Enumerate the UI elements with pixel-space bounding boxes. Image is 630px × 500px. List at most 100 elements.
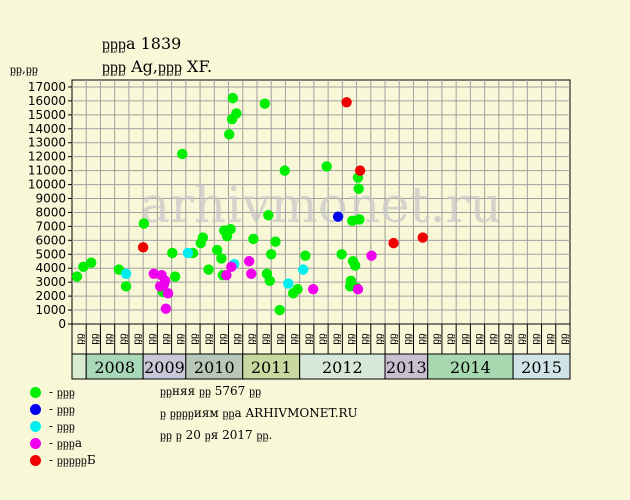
y-tick-label: 15000 (28, 108, 66, 122)
quarter-label: ᶈᶈ (345, 333, 356, 345)
y-tick-label: 13000 (28, 136, 66, 150)
data-point (354, 165, 366, 176)
quarter-label: ᶈᶈ (89, 333, 100, 345)
y-tick-label: 11000 (28, 164, 66, 178)
data-point (216, 253, 227, 264)
year-label: 2012 (322, 358, 363, 377)
legend-item: - ᶈᶈᶈ (30, 418, 96, 435)
data-point (167, 247, 178, 259)
quarter-label: ᶈᶈ (530, 333, 541, 345)
data-point (354, 214, 365, 225)
quarter-label: ᶈᶈ (289, 333, 300, 345)
average-price-note: ᶈᶈняя ᶈᶈ 5767 ᶈᶈ (160, 384, 262, 398)
quarter-label: ᶈᶈ (175, 333, 186, 345)
data-point (417, 232, 428, 243)
data-point (227, 92, 238, 104)
quarter-label: ᶈᶈ (232, 333, 243, 345)
year-cell (384, 353, 429, 380)
legend-label: - ᶈᶈᶈ (49, 419, 75, 433)
data-point (224, 129, 235, 140)
quarter-label: ᶈᶈ (146, 333, 157, 345)
date-note: ᶈᶈ ᶈ 20 ᶈя 2017 ᶈᶈ. (160, 428, 273, 442)
data-point (159, 275, 171, 286)
data-point (71, 271, 83, 282)
y-tick-label: 9000 (35, 192, 66, 206)
data-point (283, 278, 294, 289)
quarter-label: ᶈᶈ (516, 333, 527, 345)
quarter-label: ᶈᶈ (104, 333, 115, 345)
quarter-label: ᶈᶈ (360, 333, 371, 345)
notes: ᶈᶈняя ᶈᶈ 5767 ᶈᶈ ᶈ ᶈᶈᶈᶈиям ᶈᶈа ARHIVMONE… (160, 384, 358, 450)
y-tick-label: 4000 (35, 261, 66, 275)
legend-dot (30, 438, 41, 449)
data-point (341, 97, 352, 108)
data-point (86, 257, 97, 268)
quarter-label: ᶈᶈ (402, 333, 413, 345)
data-point (160, 303, 172, 314)
data-point (231, 108, 242, 119)
y-tick-label: 8000 (35, 205, 66, 219)
data-point (349, 260, 361, 271)
data-point (169, 271, 181, 282)
data-point (266, 249, 277, 260)
data-point (225, 223, 236, 235)
year-cell (242, 353, 301, 380)
quarter-label: ᶈᶈ (274, 333, 285, 345)
data-point (366, 250, 377, 261)
quarter-label: ᶈᶈ (246, 333, 257, 345)
data-point (336, 249, 347, 260)
data-point (243, 256, 255, 267)
y-tick-label: 16000 (28, 94, 66, 108)
quarter-label: ᶈᶈ (303, 333, 314, 345)
year-cell (85, 353, 144, 380)
quarter-label: ᶈᶈ (459, 333, 470, 345)
data-point (120, 281, 132, 292)
y-tick-label: 0 (58, 317, 66, 331)
legend-label: - ᶈᶈᶈᶈᶈБ (49, 453, 96, 467)
year-label: 2013 (386, 358, 427, 377)
data-point (264, 275, 275, 286)
data-point (203, 264, 214, 275)
legend-item: - ᶈᶈᶈᶈᶈБ (30, 452, 96, 469)
data-point (78, 261, 89, 273)
y-tick-label: 2000 (35, 289, 66, 303)
data-point (292, 283, 303, 295)
data-point (279, 165, 290, 176)
data-point (177, 148, 188, 160)
y-tick-label: 7000 (35, 219, 66, 233)
data-point (352, 283, 364, 295)
quarter-label: ᶈᶈ (132, 333, 143, 345)
year-label: 2008 (94, 358, 135, 377)
quarter-label: ᶈᶈ (488, 333, 499, 345)
y-tick-label: 5000 (35, 247, 66, 261)
data-point (246, 268, 257, 280)
year-cell (71, 353, 87, 380)
quarter-label: ᶈᶈ (160, 333, 171, 345)
quarter-label: ᶈᶈ (217, 333, 228, 345)
year-cell (512, 353, 571, 380)
quarter-label: ᶈᶈ (260, 333, 271, 345)
data-point (388, 237, 399, 249)
legend-label: - ᶈᶈᶈа (49, 436, 83, 450)
data-point (259, 98, 270, 109)
quarter-label: ᶈᶈ (118, 333, 129, 345)
data-point (248, 233, 259, 245)
data-point (148, 268, 160, 280)
data-point (300, 250, 311, 261)
data-point (138, 218, 150, 229)
legend-item: - ᶈᶈᶈ (30, 384, 96, 401)
y-tick-label: 3000 (35, 275, 66, 289)
legend-item: - ᶈᶈᶈа (30, 435, 96, 452)
legend-item: - ᶈᶈᶈ (30, 401, 96, 418)
y-tick-label: 12000 (28, 150, 66, 164)
legend-dot (30, 455, 41, 466)
y-tick-label: 6000 (35, 233, 66, 247)
data-point (332, 211, 344, 222)
quarter-label: ᶈᶈ (317, 333, 328, 345)
quarter-label: ᶈᶈ (545, 333, 556, 345)
legend-label: - ᶈᶈᶈ (49, 385, 75, 399)
data-point (211, 244, 223, 256)
data-point (345, 275, 357, 286)
year-label: 2010 (194, 358, 235, 377)
